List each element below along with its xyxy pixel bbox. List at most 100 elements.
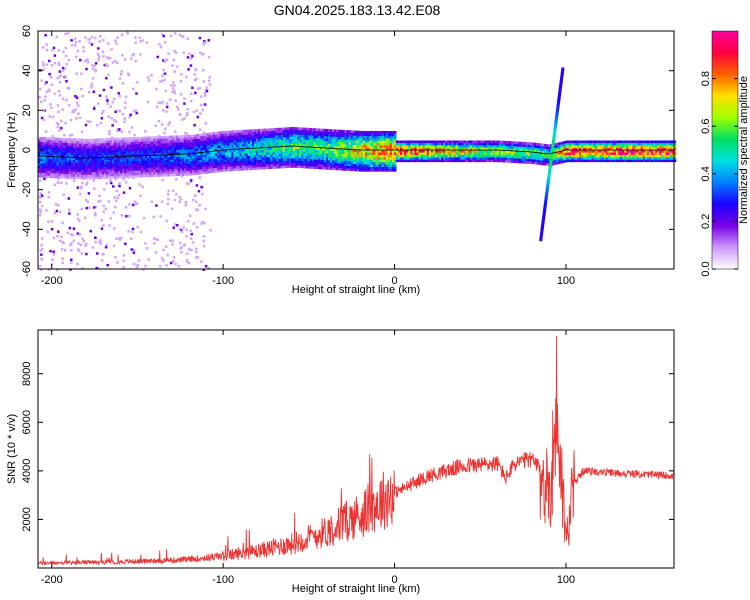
spectrogram-cell: [256, 136, 259, 139]
spectrogram-cell: [581, 152, 584, 155]
spectrogram-cell: [38, 196, 42, 199]
spectrogram-cell: [122, 161, 125, 164]
spectrogram-cell: [142, 162, 146, 166]
spectrogram-cell: [112, 145, 115, 148]
spectrogram-cell: [85, 183, 88, 186]
spectrogram-cell: [272, 140, 276, 143]
spectrogram-cell: [258, 147, 261, 151]
spectrogram-cell: [377, 138, 381, 141]
spectrogram-cell: [64, 121, 67, 125]
spectrogram-cell: [196, 134, 199, 137]
spectrogram-cell: [231, 132, 234, 136]
spectrogram-cell: [210, 158, 214, 162]
spectrogram-cell: [603, 157, 607, 160]
spectrogram-cell: [381, 142, 385, 146]
spectrogram-cell: [315, 166, 319, 170]
spectrogram-cell: [166, 253, 169, 257]
spectrogram-cell: [632, 140, 636, 144]
spectrogram-cell: [169, 171, 173, 174]
spectrogram-cell: [496, 159, 500, 163]
spectrogram-cell: [293, 127, 296, 130]
spectrogram-cell: [626, 142, 629, 146]
spectrogram-cell: [88, 41, 91, 44]
spectrogram-cell: [241, 156, 245, 159]
spectrogram-cell: [622, 157, 625, 160]
spectrogram-cell: [159, 80, 162, 83]
spectrogram-cell: [412, 147, 415, 151]
spectrogram-cell: [77, 169, 80, 173]
spectrogram-cell: [136, 151, 140, 154]
spectrogram-cell: [52, 253, 56, 256]
spectrogram-cell: [75, 174, 78, 177]
spectrogram-cell: [134, 36, 137, 39]
spectrogram-cell: [490, 150, 494, 153]
spectrogram-cell: [490, 152, 494, 155]
spectrogram-cell: [241, 139, 245, 143]
spectrogram-cell: [383, 154, 387, 158]
spectrogram-cell: [68, 157, 72, 160]
spectrogram-cell: [239, 158, 243, 162]
spectrogram-cell: [455, 157, 459, 160]
spectrogram-cell: [383, 147, 387, 151]
spectrogram-cell: [305, 139, 309, 143]
spectrogram-cell: [435, 159, 438, 163]
spectrogram-cell: [375, 164, 378, 167]
spectrogram-cell: [309, 137, 313, 141]
spectrogram-cell: [383, 135, 387, 139]
spectrogram-cell: [56, 168, 60, 172]
spectrogram-cell: [194, 141, 197, 145]
spectrogram-cell: [186, 37, 190, 41]
spectrogram-cell: [441, 152, 444, 155]
spectrogram-cell: [365, 130, 368, 134]
spectrogram-cell: [56, 104, 60, 107]
spectrogram-cell: [346, 156, 350, 159]
spectrogram-cell: [519, 153, 522, 157]
spectrogram-cell: [628, 147, 631, 151]
spectrogram-cell: [276, 130, 280, 133]
spectrogram-cell: [91, 172, 95, 175]
spectrogram-cell: [447, 142, 450, 146]
spectrogram-cell: [149, 174, 152, 178]
spectrogram-cell: [99, 138, 103, 141]
spectrogram-cell: [360, 140, 364, 144]
spectrogram-cell: [293, 160, 296, 163]
spectrogram-cell: [40, 175, 43, 178]
spectrogram-cell: [136, 139, 140, 142]
spectrogram-cell: [72, 150, 76, 153]
spectrogram-cell: [309, 151, 313, 155]
spectrogram-cell: [103, 159, 107, 163]
spectrogram-cell: [272, 132, 276, 136]
spectrogram-cell: [172, 81, 175, 84]
spectrogram-cell: [293, 134, 296, 137]
spectrogram-cell: [297, 143, 300, 147]
spectrogram-cell: [299, 139, 302, 142]
spectrogram-cell: [326, 159, 329, 163]
spectrogram-cell: [420, 157, 424, 160]
spectrogram-cell: [153, 167, 156, 170]
spectrogram-cell: [116, 154, 119, 157]
spectrogram-cell: [398, 152, 401, 155]
spectrogram-cell: [111, 100, 115, 104]
spectrogram-cell: [157, 134, 161, 138]
spectrogram-cell: [256, 157, 259, 161]
spectrogram-cell: [328, 150, 331, 154]
spectrogram-cell: [124, 156, 127, 160]
spectrogram-cell: [356, 168, 360, 172]
spectrogram-cell: [48, 146, 51, 150]
spectrogram-cell: [354, 159, 358, 162]
spectrogram-cell: [484, 140, 487, 144]
spectrogram-cell: [395, 152, 399, 155]
spectrogram-cell: [511, 150, 514, 154]
spectrogram-cell: [437, 147, 440, 151]
spectrogram-cell: [128, 165, 132, 169]
spectrogram-cell: [114, 175, 117, 179]
spectrogram-cell: [634, 142, 638, 146]
spectrogram-cell: [301, 156, 304, 159]
spectrogram-cell: [420, 152, 424, 155]
spectrogram-cell: [245, 158, 249, 161]
spectrogram-cell: [204, 145, 208, 148]
spectrogram-cell: [340, 148, 343, 152]
spectrogram-cell: [509, 155, 512, 159]
spectrogram-cell: [97, 169, 101, 172]
spectrogram-cell: [126, 137, 130, 140]
